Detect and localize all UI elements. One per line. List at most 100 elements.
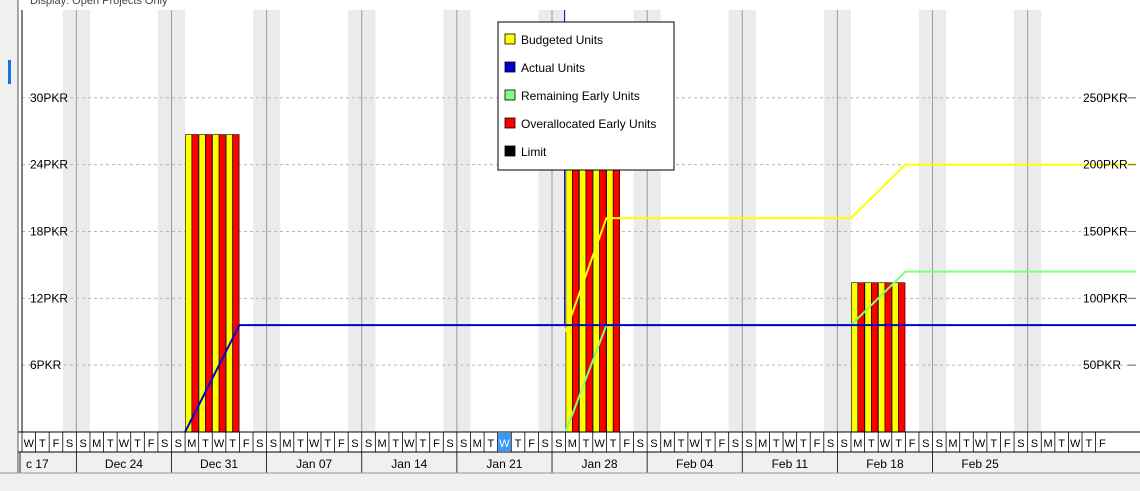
bar-budgeted — [891, 282, 899, 433]
weekend-stripe — [932, 10, 947, 432]
weekend-stripe — [456, 10, 471, 432]
bars — [185, 134, 906, 433]
day-letter: F — [338, 438, 345, 450]
legend-swatch — [504, 145, 516, 157]
day-letter: F — [433, 438, 440, 450]
bar-overallocated — [572, 134, 580, 433]
day-letter: S — [351, 438, 358, 450]
day-letter: W — [214, 438, 225, 450]
bar-overallocated — [612, 134, 620, 433]
right-axis-tick-label: 200PKR — [1083, 158, 1128, 172]
day-letter: S — [365, 438, 372, 450]
day-letter: S — [922, 438, 929, 450]
day-letter: T — [202, 438, 209, 450]
day-letter: S — [732, 438, 739, 450]
day-letter: S — [460, 438, 467, 450]
day-letter: T — [678, 438, 685, 450]
day-letter: T — [583, 438, 590, 450]
day-letter: S — [745, 438, 752, 450]
weekend-stripe — [253, 10, 267, 432]
bottom-strip — [0, 473, 1140, 491]
bar-budgeted — [850, 282, 859, 433]
left-panel-indicator — [8, 60, 11, 84]
weekend-stripe — [157, 10, 172, 432]
day-letter: S — [161, 438, 168, 450]
day-letter: M — [282, 438, 291, 450]
day-letter: S — [827, 438, 834, 450]
legend-label: Overallocated Early Units — [521, 117, 656, 131]
right-axis-tick-label: 50PKR — [1083, 358, 1121, 372]
bar-budgeted — [878, 282, 886, 433]
legend-box — [497, 21, 675, 171]
day-letter: T — [1085, 438, 1092, 450]
day-letter: T — [963, 438, 970, 450]
bar-overallocated — [857, 282, 865, 433]
day-letter: M — [1043, 438, 1052, 450]
day-letter: M — [663, 438, 672, 450]
legend-label: Budgeted Units — [521, 33, 603, 47]
left-axis-tick-label: 24PKR — [30, 158, 68, 172]
bar-budgeted — [212, 134, 220, 433]
week-label: Jan 28 — [582, 457, 618, 471]
right-axis-tick-label: 250PKR — [1083, 91, 1128, 105]
left-axis-tick-label: 12PKR — [30, 291, 68, 305]
day-letter: S — [841, 438, 848, 450]
left-axis-tick-label: 30PKR — [30, 91, 68, 105]
day-letter: T — [229, 438, 236, 450]
day-letter: T — [773, 438, 780, 450]
week-label: Feb 25 — [961, 457, 999, 471]
day-letter: F — [1004, 438, 1011, 450]
day-letter: S — [1031, 438, 1038, 450]
day-letter: S — [1017, 438, 1024, 450]
legend-label: Actual Units — [521, 61, 585, 75]
day-letter: F — [909, 438, 916, 450]
day-letter: F — [148, 438, 155, 450]
day-letter: W — [24, 438, 35, 450]
day-letter: T — [990, 438, 997, 450]
bar-budgeted — [565, 134, 573, 433]
series-line-actual-units — [184, 324, 1136, 433]
day-letter: W — [119, 438, 130, 450]
weekend-stripe — [348, 10, 362, 432]
day-letter: S — [555, 438, 562, 450]
weekend-stripe — [62, 10, 77, 432]
day-letter: F — [719, 438, 726, 450]
week-label: c 17 — [26, 457, 49, 471]
day-letter: F — [814, 438, 821, 450]
weekend-stripe — [266, 10, 281, 432]
bar-overallocated — [898, 282, 906, 433]
day-letter: T — [392, 438, 399, 450]
day-letter: M — [853, 438, 862, 450]
legend-swatch — [504, 61, 516, 73]
legend-swatch — [504, 117, 516, 129]
day-letter: M — [473, 438, 482, 450]
legend-label: Remaining Early Units — [521, 89, 640, 103]
day-letter: T — [420, 438, 427, 450]
bar-budgeted — [592, 134, 600, 433]
day-letter: W — [880, 438, 891, 450]
day-letter: T — [297, 438, 304, 450]
weekend-stripe — [1014, 10, 1028, 432]
week-label: Jan 07 — [296, 457, 332, 471]
bar-budgeted — [198, 134, 206, 433]
day-letter: S — [256, 438, 263, 450]
day-letter: W — [594, 438, 605, 450]
selected-day-highlight — [498, 433, 511, 451]
bar-overallocated — [884, 282, 892, 433]
day-letter: S — [66, 438, 73, 450]
day-letter: W — [404, 438, 415, 450]
weekend-stripes — [62, 10, 1042, 432]
day-letter: T — [324, 438, 331, 450]
day-letter: M — [948, 438, 957, 450]
right-axis-tick-label: 100PKR — [1083, 291, 1128, 305]
day-letter: W — [690, 438, 701, 450]
day-letter: F — [1099, 438, 1106, 450]
bar-budgeted — [185, 134, 193, 433]
day-letter: M — [568, 438, 577, 450]
day-letter: W — [1070, 438, 1081, 450]
day-letter: T — [134, 438, 141, 450]
day-letter: T — [39, 438, 46, 450]
day-letter: S — [637, 438, 644, 450]
